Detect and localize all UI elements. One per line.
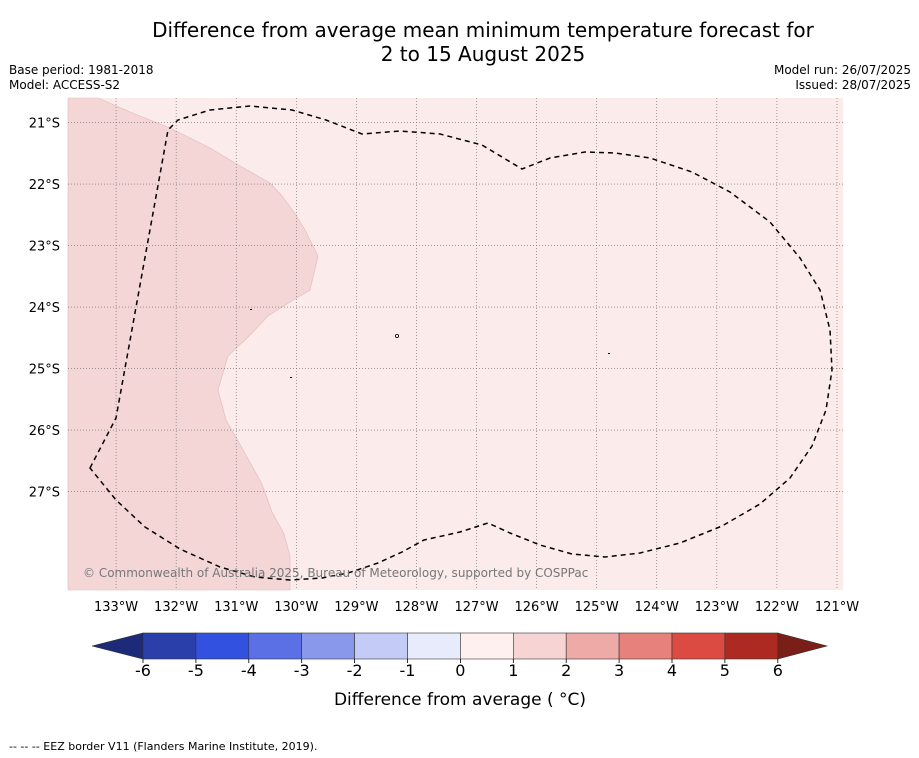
colorbar-tick-label: -6 — [135, 661, 151, 680]
colorbar-segment — [671, 632, 726, 660]
colorbar-segment — [512, 632, 567, 660]
colorbar-segment — [354, 632, 408, 660]
colorbar: -6 -5 -4 -3 -2 -1 0 1 2 3 4 5 6 — [91, 632, 829, 680]
colorbar-tick-label: 3 — [614, 661, 624, 680]
colorbar-segment — [142, 632, 197, 660]
metadata-right: Model run: 26/07/2025 Issued: 28/07/2025 — [774, 63, 911, 93]
anomaly-1-2-region — [67, 97, 319, 591]
issued-date: Issued: 28/07/2025 — [795, 78, 911, 92]
model-name: Model: ACCESS-S2 — [9, 78, 121, 92]
page-title: Difference from average mean minimum tem… — [0, 18, 919, 66]
colorbar-tick-label: -5 — [188, 661, 204, 680]
colorbar-tick-label: 1 — [508, 661, 518, 680]
lon-label: 127°W — [454, 600, 498, 615]
lon-label: 130°W — [274, 600, 318, 615]
eez-border — [89, 105, 833, 581]
colorbar-tick-label: 6 — [773, 661, 783, 680]
colorbar-tick-label: -1 — [400, 661, 416, 680]
lon-label: 124°W — [635, 600, 679, 615]
lon-label: 133°W — [94, 600, 138, 615]
lon-label: 132°W — [154, 600, 198, 615]
colorbar-extend-high — [777, 632, 829, 660]
lon-label: 121°W — [815, 600, 859, 615]
colorbar-segment — [460, 632, 514, 660]
lon-label: 131°W — [214, 600, 258, 615]
colorbar-tick-label: 4 — [667, 661, 677, 680]
lat-label: 27°S — [29, 486, 60, 501]
colorbar-tick-label: -3 — [294, 661, 310, 680]
map-panel: © Commonwealth of Australia 2025, Bureau… — [67, 97, 843, 591]
base-period: Base period: 1981-2018 — [9, 63, 154, 77]
title-line-2: 2 to 15 August 2025 — [380, 42, 586, 66]
colorbar-extend-low — [91, 632, 144, 660]
island-marker — [608, 353, 610, 354]
latitude-labels: 21°S 22°S 23°S 24°S 25°S 26°S 27°S — [29, 117, 60, 501]
model-run: Model run: 26/07/2025 — [773, 63, 911, 77]
colorbar-tick-label: 5 — [720, 661, 730, 680]
longitude-labels: 133°W 132°W 131°W 130°W 129°W 128°W 127°W 126°W… — [94, 600, 859, 615]
title-line-1: Difference from average mean minimum tem… — [152, 18, 814, 42]
colorbar-segment — [195, 632, 250, 660]
lon-label: 129°W — [334, 600, 378, 615]
eez-legend-note: -- -- -- EEZ border V11 (Flanders Marine… — [9, 740, 318, 753]
lat-label: 23°S — [29, 240, 60, 255]
lon-label: 128°W — [394, 600, 438, 615]
lon-label: 123°W — [695, 600, 739, 615]
lon-label: 125°W — [575, 600, 619, 615]
lat-label: 21°S — [29, 117, 60, 132]
lon-label: 122°W — [755, 600, 799, 615]
island-marker — [394, 333, 399, 338]
copyright-notice: © Commonwealth of Australia 2025, Bureau… — [83, 566, 588, 580]
colorbar-segment — [618, 632, 673, 660]
lat-label: 22°S — [29, 178, 60, 193]
colorbar-tick-label: 0 — [455, 661, 465, 680]
colorbar-segment — [724, 632, 779, 660]
colorbar-segment — [407, 632, 461, 660]
island-marker — [250, 309, 252, 310]
lon-label: 126°W — [515, 600, 559, 615]
lat-label: 24°S — [29, 301, 60, 316]
lat-label: 25°S — [29, 363, 60, 378]
colorbar-tick-label: -4 — [241, 661, 257, 680]
island-marker — [290, 377, 292, 378]
colorbar-tick-label: -2 — [347, 661, 363, 680]
metadata-left: Base period: 1981-2018 Model: ACCESS-S2 — [9, 63, 154, 93]
graticule — [68, 98, 843, 590]
colorbar-label: Difference from average ( °C) — [334, 690, 586, 710]
colorbar-segment — [248, 632, 303, 660]
colorbar-segment — [565, 632, 620, 660]
colorbar-tick-label: 2 — [561, 661, 571, 680]
colorbar-segment — [301, 632, 355, 660]
lat-label: 26°S — [29, 424, 60, 439]
